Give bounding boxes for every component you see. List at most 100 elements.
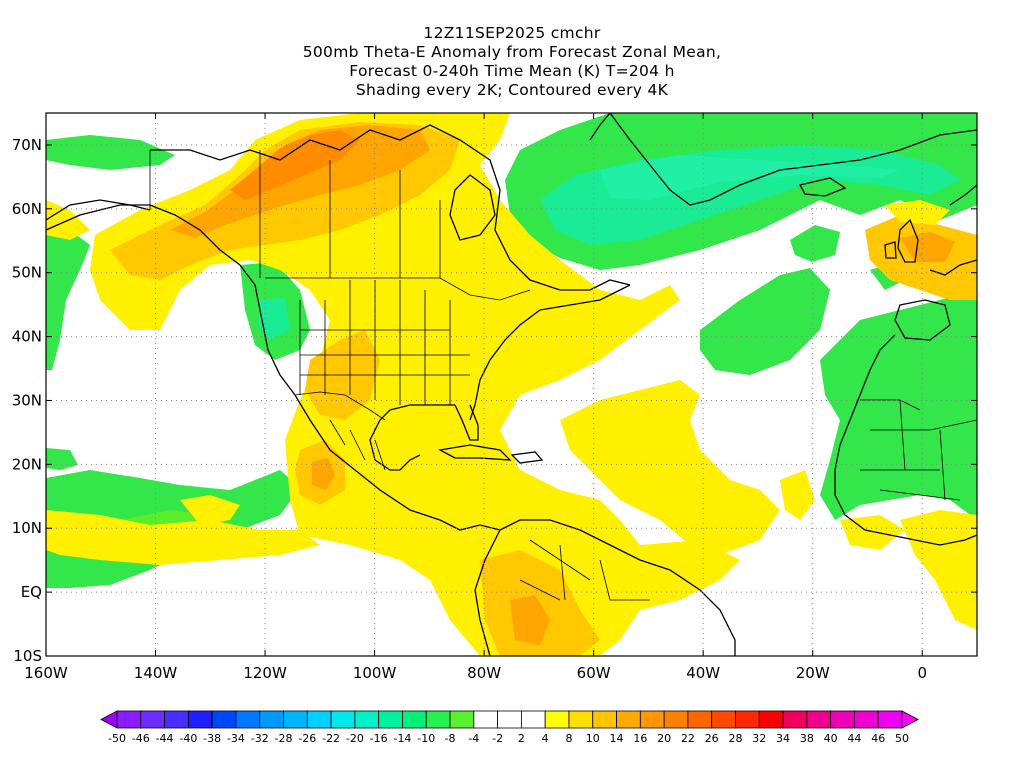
north-america-west-coast (46, 204, 501, 531)
colorbar-label: 38 (800, 732, 814, 745)
pacific-yellow-mid (180, 495, 240, 525)
map-grid (46, 113, 977, 656)
x-tick-label: 140W (134, 664, 178, 682)
south-america-borders (519, 539, 650, 601)
greenland-coast (609, 113, 977, 206)
colorbar-swatch (735, 710, 760, 729)
x-tick-label: 120W (243, 664, 287, 682)
colorbar-label: -28 (275, 732, 293, 745)
colorbar-swatch (235, 710, 261, 729)
mexico-states (329, 419, 386, 471)
canada-provinces (149, 150, 441, 278)
africa-yellow-south (900, 510, 977, 630)
greenland-teal-core-2 (600, 155, 900, 200)
y-tick-label: 10N (12, 519, 42, 537)
colorbar-label: -2 (492, 732, 503, 745)
africa-borders (860, 399, 977, 501)
y-tick-label: 70N (12, 136, 42, 154)
x-tick-label: 100W (353, 664, 397, 682)
colorbar-swatch (140, 710, 165, 729)
alaska-coast (46, 199, 151, 221)
colorbar-swatch (711, 710, 736, 729)
europe-coast (929, 259, 977, 276)
title-line-1: 12Z11SEP2025 cmchr (423, 24, 601, 42)
colorbar-label: 4 (542, 732, 549, 745)
ireland (884, 241, 897, 259)
colorbar-swatch (425, 710, 451, 729)
colorbar-swatch (402, 710, 427, 729)
atlantic-yellow-band (560, 380, 780, 555)
colorbar-label: 46 (871, 732, 885, 745)
x-tick-label: 0 (917, 664, 927, 682)
colorbar-label: 22 (681, 732, 695, 745)
figure-title: 12Z11SEP2025 cmchr 500mb Theta-E Anomaly… (0, 24, 1024, 100)
x-tick-label: 160W (24, 664, 68, 682)
greenland-west (589, 113, 611, 141)
x-tick-label: 40W (686, 664, 720, 682)
south-america-coast (499, 519, 736, 656)
x-tick-label: 80W (467, 664, 501, 682)
arctic-green-west (46, 135, 175, 170)
colorbar-label: 20 (657, 732, 671, 745)
colorbar-label: -10 (417, 732, 435, 745)
colorbar-label: -50 (108, 732, 126, 745)
colorbar-swatch (211, 710, 237, 729)
atlantic-green-mid (700, 268, 830, 375)
colorbar-label: -26 (298, 732, 316, 745)
colorbar-label: 50 (895, 732, 909, 745)
uk (897, 218, 919, 263)
colorbar-label: -34 (227, 732, 245, 745)
south-america-orange (510, 595, 550, 645)
us-east-coast (469, 284, 631, 421)
colorbar: -50 -46 -44 -40 -38 -34 -32 -28 -26 -22 -20 -16 -14-… (100, 710, 919, 745)
colorbar-swatch (544, 710, 570, 729)
colorbar-swatch (639, 710, 665, 729)
us-state-lines (299, 280, 470, 405)
colorbar-label: -40 (179, 732, 197, 745)
north-america-yellow (90, 113, 740, 656)
colorbar-label: 28 (728, 732, 742, 745)
title-line-3: Forecast 0-240h Time Mean (K) T=204 h (349, 62, 675, 80)
colorbar-swatch (806, 710, 832, 729)
canada-dark-orange (230, 130, 360, 200)
canada-orange (170, 125, 430, 238)
colorbar-label: 8 (565, 732, 572, 745)
south-america-yellow (480, 550, 600, 656)
africa-coast (834, 334, 977, 546)
y-tick-label: 10S (13, 647, 42, 665)
colorbar-label: 44 (847, 732, 861, 745)
colorbar-label: -14 (393, 732, 411, 745)
colorbar-label: 10 (586, 732, 600, 745)
pacific-green-small (46, 448, 78, 470)
colorbar-swatch (520, 710, 546, 729)
florida (454, 404, 479, 441)
cuba (438, 444, 512, 461)
colorbar-swatch (616, 710, 641, 729)
europe-yellow-north (885, 200, 950, 225)
colorbar-label: 2 (518, 732, 525, 745)
colorbar-label: -4 (468, 732, 479, 745)
atlantic-green-swirl (790, 225, 840, 262)
colorbar-swatch (877, 710, 903, 729)
y-tick-label: 20N (12, 455, 42, 473)
colorbar-swatch (782, 710, 808, 729)
colorbar-label: 16 (633, 732, 647, 745)
y-tick-label: EQ (21, 583, 42, 601)
colorbar-swatch (330, 710, 356, 729)
colorbar-label: 32 (752, 732, 766, 745)
gulf-coast (369, 404, 455, 471)
y-tick-label: 40N (12, 328, 42, 346)
colorbar-swatch (758, 710, 784, 729)
colorbar-arrow-left (100, 710, 118, 729)
y-tick-label: 50N (12, 264, 42, 282)
atlantic-yellow-west (490, 310, 580, 380)
coastlines (46, 113, 977, 656)
atlantic-yellow-east (780, 470, 815, 520)
colorbar-label: -20 (346, 732, 364, 745)
colorbar-label: 40 (824, 732, 838, 745)
colorbar-label: -38 (203, 732, 221, 745)
colorbar-label: 26 (705, 732, 719, 745)
colorbar-swatch (592, 710, 617, 729)
